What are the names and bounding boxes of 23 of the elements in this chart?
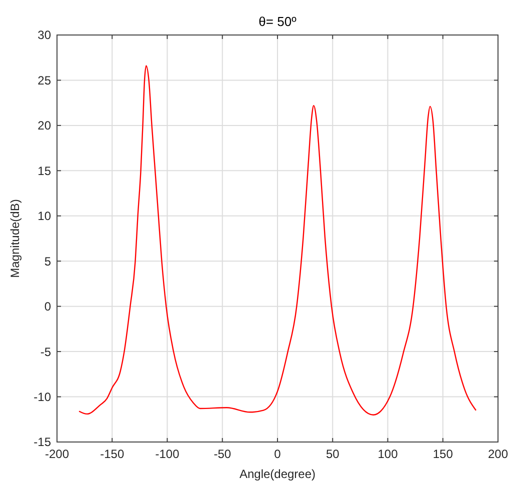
y-tick-label: 5 bbox=[44, 254, 52, 268]
chart-title: θ= 50º bbox=[258, 14, 297, 29]
y-tick-label: 10 bbox=[38, 209, 52, 224]
y-axis-title: Magnitude(dB) bbox=[8, 199, 22, 278]
x-tick-label: -150 bbox=[100, 447, 124, 461]
y-tick-label: -5 bbox=[40, 344, 52, 359]
line-series bbox=[78, 65, 477, 416]
x-tick-label: -100 bbox=[155, 447, 180, 461]
y-tick-label: 15 bbox=[38, 164, 52, 178]
y-tick-label: -15 bbox=[34, 435, 52, 450]
x-tick-label: 50 bbox=[326, 447, 340, 461]
y-tick-label: -10 bbox=[34, 390, 52, 404]
x-tick-label: 0 bbox=[274, 447, 282, 461]
x-tick-label: 200 bbox=[488, 447, 508, 461]
y-tick-label: 0 bbox=[44, 300, 52, 314]
x-tick-label: 100 bbox=[378, 447, 398, 461]
x-tick-label: 150 bbox=[432, 447, 454, 461]
x-axis-title: Angle(degree) bbox=[239, 467, 316, 481]
y-tick-label: 30 bbox=[38, 28, 52, 42]
y-tick-label: 25 bbox=[38, 73, 52, 88]
x-tick-label: -50 bbox=[214, 447, 232, 461]
x-tick-label: -200 bbox=[44, 447, 70, 461]
y-tick-label: 20 bbox=[38, 118, 52, 133]
